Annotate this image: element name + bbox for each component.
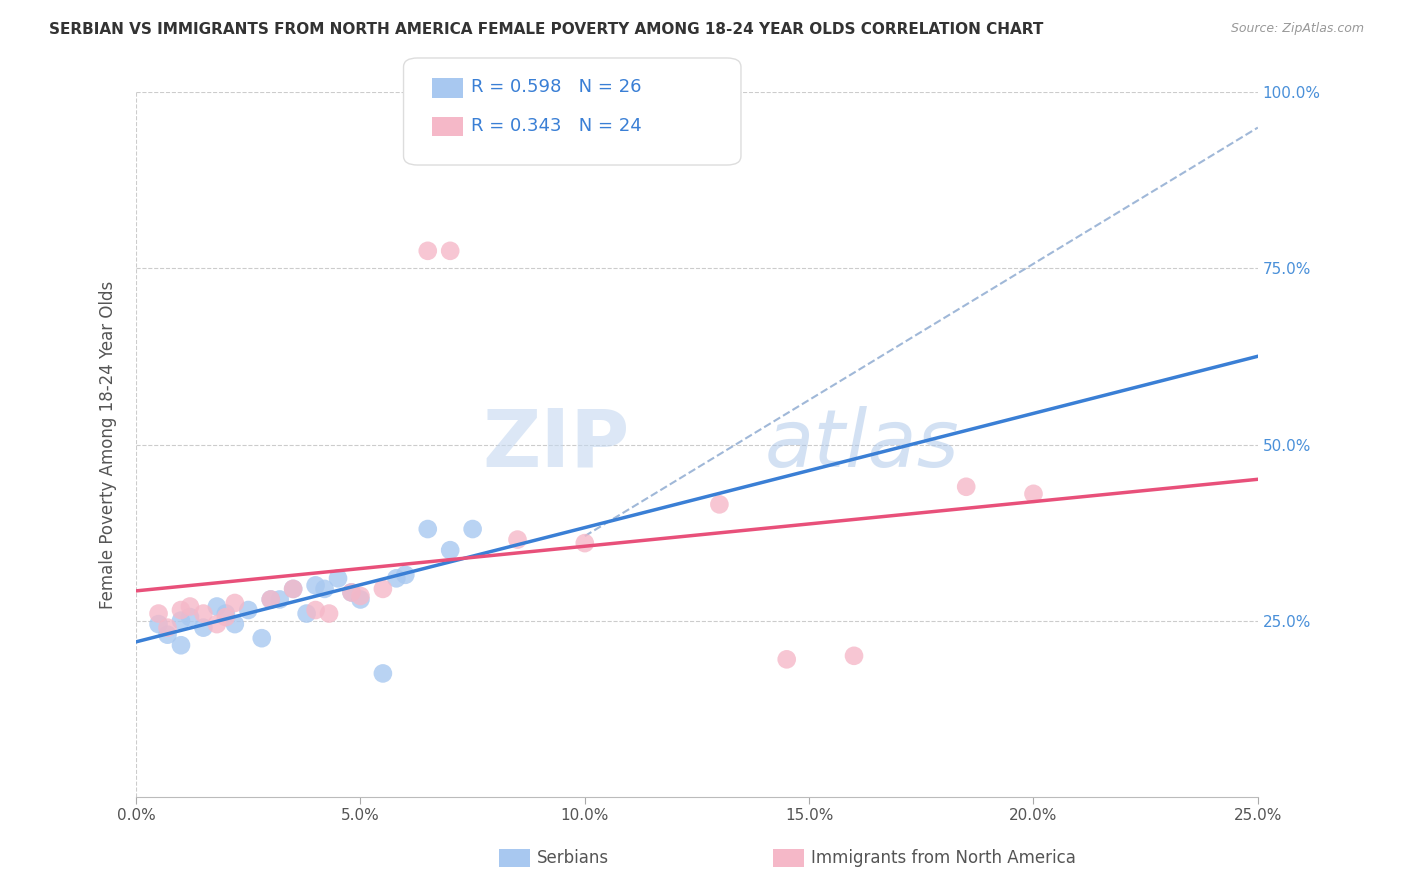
Point <box>205 617 228 632</box>
Point <box>193 607 215 621</box>
Point <box>170 603 193 617</box>
Point <box>776 652 799 666</box>
Point <box>506 533 529 547</box>
Point <box>340 585 363 599</box>
Point <box>318 607 340 621</box>
Point <box>1022 487 1045 501</box>
Point <box>224 617 246 632</box>
Text: SERBIAN VS IMMIGRANTS FROM NORTH AMERICA FEMALE POVERTY AMONG 18-24 YEAR OLDS CO: SERBIAN VS IMMIGRANTS FROM NORTH AMERICA… <box>49 22 1043 37</box>
Point <box>250 631 273 645</box>
Point <box>295 607 318 621</box>
Point <box>304 603 326 617</box>
Point <box>179 599 201 614</box>
Text: R = 0.343   N = 24: R = 0.343 N = 24 <box>471 117 641 135</box>
Text: ZIP: ZIP <box>482 406 630 483</box>
Point <box>416 522 439 536</box>
Point <box>283 582 305 596</box>
Point <box>574 536 596 550</box>
Point <box>205 599 228 614</box>
Point <box>193 621 215 635</box>
Point <box>304 578 326 592</box>
Point <box>955 480 977 494</box>
Point <box>170 638 193 652</box>
Point <box>269 592 291 607</box>
Point <box>326 571 349 585</box>
Point <box>170 614 193 628</box>
Point <box>709 497 731 511</box>
Point <box>215 610 238 624</box>
Text: atlas: atlas <box>765 406 959 483</box>
Point <box>394 567 416 582</box>
Point <box>148 607 170 621</box>
Point <box>283 582 305 596</box>
Point <box>179 610 201 624</box>
Text: Immigrants from North America: Immigrants from North America <box>811 849 1076 867</box>
Point <box>385 571 408 585</box>
Point <box>340 585 363 599</box>
Point <box>148 617 170 632</box>
Point <box>416 244 439 258</box>
Point <box>215 607 238 621</box>
Point <box>349 592 371 607</box>
Point <box>260 592 283 607</box>
Point <box>260 592 283 607</box>
Point <box>842 648 865 663</box>
Point <box>156 628 179 642</box>
Text: Source: ZipAtlas.com: Source: ZipAtlas.com <box>1230 22 1364 36</box>
Point <box>314 582 336 596</box>
Point <box>238 603 260 617</box>
Point <box>371 582 394 596</box>
Point <box>461 522 484 536</box>
Y-axis label: Female Poverty Among 18-24 Year Olds: Female Poverty Among 18-24 Year Olds <box>100 280 117 608</box>
Text: Serbians: Serbians <box>537 849 609 867</box>
Point <box>371 666 394 681</box>
Point <box>439 244 461 258</box>
Point <box>349 589 371 603</box>
Point <box>156 621 179 635</box>
Text: R = 0.598   N = 26: R = 0.598 N = 26 <box>471 78 641 96</box>
Point <box>439 543 461 558</box>
Point <box>224 596 246 610</box>
